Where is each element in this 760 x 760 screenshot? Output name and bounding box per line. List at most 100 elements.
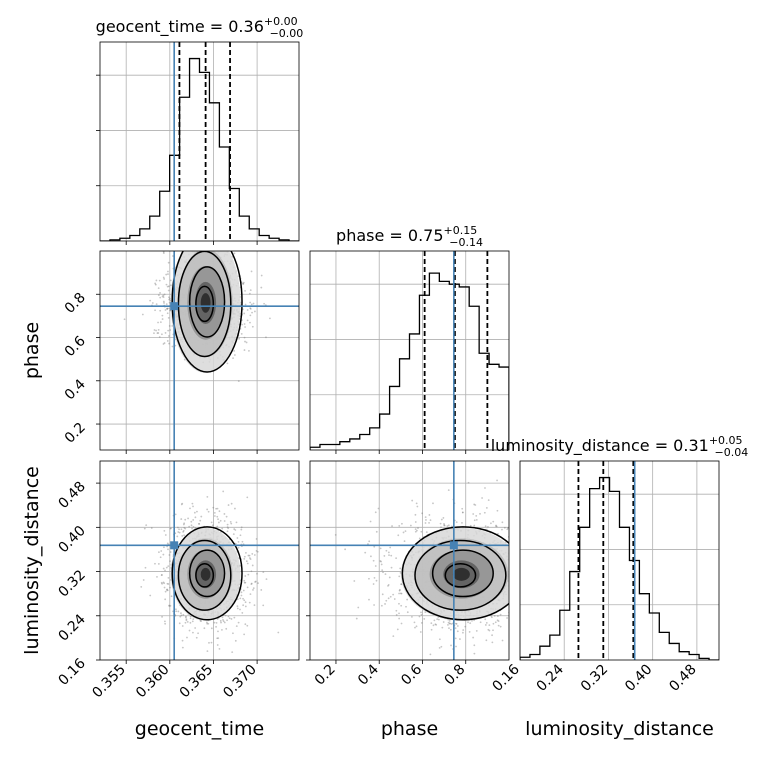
scatter-point (487, 525, 489, 528)
scatter-point (217, 518, 219, 521)
scatter-point (455, 521, 458, 524)
scatter-point (223, 230, 225, 232)
scatter-point (180, 614, 183, 617)
scatter-point (218, 647, 221, 650)
scatter-point (384, 603, 386, 605)
scatter-point (251, 311, 253, 314)
scatter-point (509, 552, 511, 554)
scatter-point (232, 632, 234, 635)
truth-marker (449, 541, 458, 550)
scatter-point (409, 524, 412, 527)
scatter-point (513, 553, 515, 555)
scatter-point (248, 349, 250, 352)
scatter-point (262, 571, 265, 573)
scatter-point (163, 293, 166, 296)
scatter-point (162, 276, 165, 279)
scatter-point (368, 598, 370, 601)
x-tick-label: 0.4 (355, 661, 382, 688)
scatter-point (228, 617, 231, 620)
scatter-point (248, 554, 251, 557)
scatter-point (503, 526, 506, 529)
scatter-point (246, 624, 249, 627)
scatter-point (163, 529, 166, 532)
scatter-point (145, 524, 148, 527)
scatter-point (236, 598, 239, 601)
scatter-point (415, 529, 418, 532)
scatter-point (242, 589, 245, 592)
panel-frame (519, 460, 720, 661)
scatter-point (438, 638, 441, 641)
panel-contents (310, 461, 552, 660)
scatter-point (140, 585, 143, 588)
scatter-point (220, 621, 222, 624)
scatter-point (497, 620, 500, 623)
scatter-point (159, 292, 161, 294)
scatter-point (456, 625, 459, 627)
scatter-point (190, 520, 193, 523)
scatter-point (393, 598, 396, 600)
scatter-point (388, 554, 390, 557)
scatter-point (510, 551, 512, 553)
scatter-point (373, 576, 376, 579)
scatter-point (221, 527, 224, 530)
scatter-point (334, 534, 337, 536)
scatter-point (166, 588, 169, 591)
scatter-point (210, 521, 213, 524)
scatter-point (169, 560, 171, 562)
scatter-point (244, 340, 246, 343)
scatter-point (455, 645, 457, 648)
scatter-point (528, 566, 530, 568)
scatter-point (550, 537, 552, 539)
scatter-point (164, 590, 167, 593)
scatter-point (514, 581, 516, 583)
scatter-point (169, 604, 172, 607)
truth-marker (170, 302, 179, 311)
scatter-point (167, 285, 170, 288)
scatter-point (167, 329, 170, 332)
y-tick-label: 0.2 (62, 420, 89, 447)
scatter-point (245, 341, 248, 344)
scatter-point (164, 598, 167, 601)
scatter-point (406, 611, 409, 614)
scatter-point (382, 571, 384, 574)
scatter-point (164, 237, 166, 239)
scatter-point (475, 514, 478, 517)
scatter-point (483, 511, 486, 514)
scatter-point (251, 325, 254, 328)
scatter-point (398, 592, 400, 595)
scatter-point (252, 589, 254, 591)
scatter-point (484, 487, 486, 489)
scatter-point (168, 301, 171, 304)
scatter-point (447, 489, 450, 492)
scatter-point (233, 350, 236, 352)
scatter-point (389, 595, 392, 598)
scatter-point (514, 593, 516, 595)
scatter-point (511, 616, 513, 618)
scatter-point (241, 540, 244, 543)
scatter-point (263, 302, 266, 305)
scatter-point (157, 332, 160, 334)
scatter-point (437, 618, 440, 621)
scatter-point (523, 611, 525, 613)
scatter-point (543, 578, 545, 580)
histogram-title-geocent_time: geocent_time = 0.36+0.00 −0.00 (96, 15, 304, 40)
scatter-point (166, 285, 169, 288)
scatter-point (388, 576, 391, 579)
scatter-point (161, 333, 163, 336)
scatter-point (164, 309, 167, 311)
scatter-point (511, 567, 513, 569)
scatter-point (506, 617, 508, 619)
scatter-point (193, 511, 196, 514)
scatter-point (497, 624, 500, 627)
scatter-point (215, 622, 218, 624)
scatter-point (180, 528, 183, 531)
scatter-point (195, 636, 198, 639)
contour-line (177, 539, 232, 611)
scatter-point (253, 604, 256, 607)
histogram-panel-geocent_time: geocent_time = 0.36+0.00 −0.00 (96, 15, 304, 245)
scatter-point (511, 592, 513, 594)
scatter-point (475, 518, 478, 521)
scatter-point (527, 621, 529, 623)
scatter-point (158, 336, 161, 338)
